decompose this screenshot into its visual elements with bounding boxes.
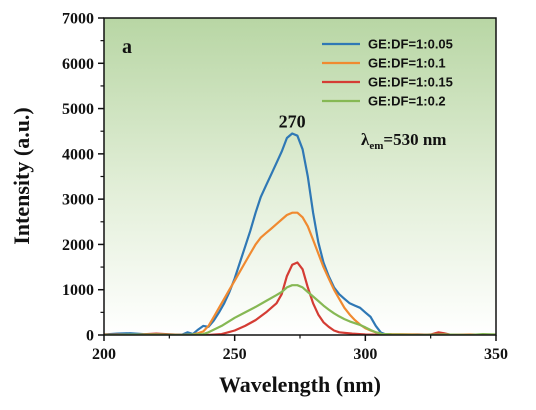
x-tick-label: 250 — [223, 346, 247, 363]
legend-label-3: GE:DF=1:0.15 — [368, 75, 453, 90]
y-tick-label: 4000 — [62, 146, 94, 163]
emission-label: λem=530 nm — [361, 130, 446, 152]
legend-label-1: GE:DF=1:0.05 — [368, 37, 453, 52]
series-line-4 — [104, 284, 496, 335]
plot-background — [104, 18, 496, 335]
y-axis-title: Intensity (a.u.) — [9, 107, 34, 245]
y-tick-label: 3000 — [62, 192, 94, 209]
x-tick-label: 300 — [353, 346, 377, 363]
x-axis-title: Wavelength (nm) — [219, 372, 381, 397]
emission-subscript: em — [369, 140, 383, 152]
legend-label-4: GE:DF=1:0.2 — [368, 94, 446, 109]
peak-label: 270 — [279, 111, 306, 131]
y-tick-label: 0 — [86, 328, 94, 345]
x-tick-label: 200 — [92, 346, 116, 363]
legend-label-2: GE:DF=1:0.1 — [368, 56, 446, 71]
x-tick-label: 350 — [484, 346, 508, 363]
axis-group: 200 250 300 350 0 1000 2000 3000 4000 5000 6000 700… — [62, 11, 508, 364]
y-tick-label: 2000 — [62, 237, 94, 254]
legend: GE:DF=1:0.05 GE:DF=1:0.1 GE:DF=1:0.15 GE:DF… — [322, 37, 453, 109]
y-tick-label: 5000 — [62, 101, 94, 118]
emission-value: =530 nm — [383, 130, 446, 149]
y-tick-label: 1000 — [62, 282, 94, 299]
series-line-1 — [104, 132, 496, 335]
panel-label: a — [122, 36, 132, 58]
lambda-symbol: λ — [361, 130, 370, 149]
y-tick-label: 6000 — [62, 56, 94, 73]
y-tick-label: 7000 — [62, 11, 94, 28]
